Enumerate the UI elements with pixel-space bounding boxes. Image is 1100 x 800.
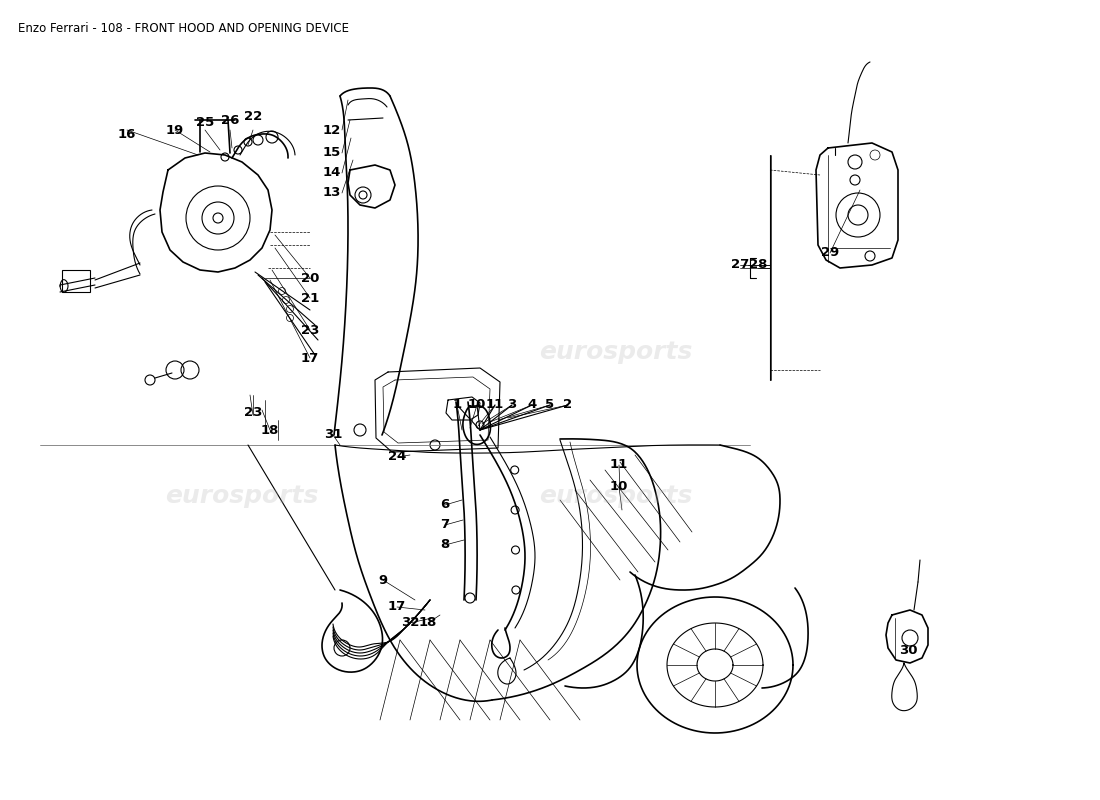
Text: 24: 24	[388, 450, 406, 463]
Bar	[62, 270, 90, 292]
Text: 32: 32	[400, 617, 419, 630]
Text: 5: 5	[546, 398, 554, 411]
Text: 28: 28	[749, 258, 767, 271]
Text: 22: 22	[244, 110, 262, 123]
Text: 20: 20	[300, 271, 319, 285]
Text: 23: 23	[300, 323, 319, 337]
Text: eurosports: eurosports	[539, 340, 693, 364]
Text: 31: 31	[323, 429, 342, 442]
Text: 7: 7	[440, 518, 450, 531]
Text: 9: 9	[378, 574, 387, 586]
Text: 10: 10	[609, 481, 628, 494]
Text: 21: 21	[301, 291, 319, 305]
Text: eurosports: eurosports	[539, 484, 693, 508]
Text: 3: 3	[507, 398, 517, 411]
Text: 18: 18	[419, 617, 437, 630]
Text: 25: 25	[196, 117, 214, 130]
Text: 17: 17	[388, 601, 406, 614]
Circle shape	[286, 306, 294, 313]
Text: 11: 11	[486, 398, 504, 411]
Text: 27: 27	[730, 258, 749, 271]
Text: 10: 10	[468, 398, 486, 411]
Text: 8: 8	[440, 538, 450, 551]
Circle shape	[283, 297, 289, 303]
Text: eurosports: eurosports	[165, 484, 319, 508]
Text: 19: 19	[166, 123, 184, 137]
Circle shape	[278, 287, 286, 294]
Text: 29: 29	[821, 246, 839, 259]
Text: Enzo Ferrari - 108 - FRONT HOOD AND OPENING DEVICE: Enzo Ferrari - 108 - FRONT HOOD AND OPEN…	[18, 22, 349, 35]
Text: 12: 12	[323, 123, 341, 137]
Text: 18: 18	[261, 423, 279, 437]
Circle shape	[512, 586, 520, 594]
Text: 23: 23	[244, 406, 262, 419]
Text: 2: 2	[563, 398, 573, 411]
Text: 1: 1	[452, 398, 462, 411]
Text: 26: 26	[221, 114, 239, 126]
Text: 30: 30	[899, 643, 917, 657]
Text: 13: 13	[322, 186, 341, 199]
Text: 6: 6	[440, 498, 450, 511]
Text: 4: 4	[527, 398, 537, 411]
Circle shape	[286, 314, 294, 322]
Text: 15: 15	[323, 146, 341, 159]
Text: 17: 17	[301, 351, 319, 365]
Text: 14: 14	[322, 166, 341, 179]
Text: 11: 11	[609, 458, 628, 471]
Circle shape	[510, 466, 519, 474]
Text: 16: 16	[118, 129, 136, 142]
Circle shape	[512, 506, 519, 514]
Circle shape	[512, 546, 519, 554]
